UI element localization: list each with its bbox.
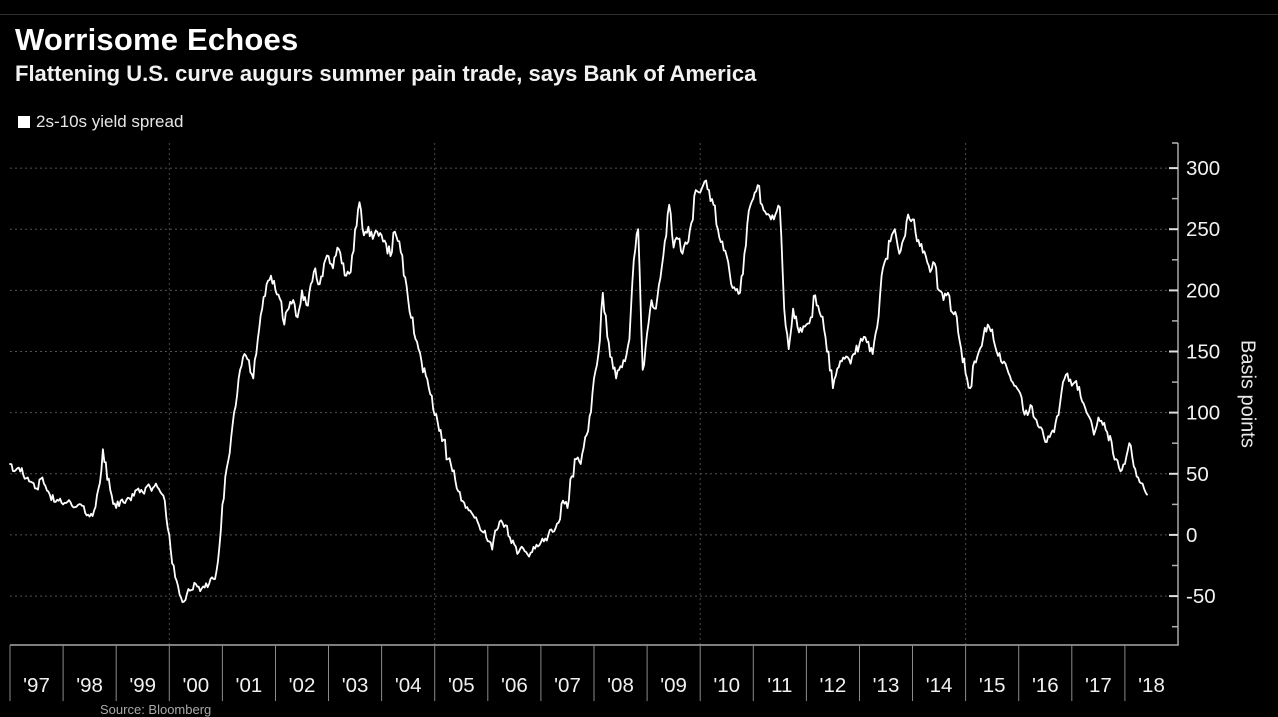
- x-tick-label: '12: [820, 674, 847, 697]
- x-tick-label: '07: [554, 674, 581, 697]
- y-tick-label: 50: [1186, 463, 1209, 486]
- chart-title: Worrisome Echoes: [15, 22, 299, 57]
- x-tick-label: '04: [395, 674, 422, 697]
- x-tick-label: '98: [76, 674, 103, 697]
- x-tick-label: '08: [607, 674, 634, 697]
- x-tick-label: '97: [23, 674, 50, 697]
- x-tick-label: '15: [979, 674, 1006, 697]
- legend: 2s-10s yield spread: [18, 112, 183, 132]
- spread-line: [9, 179, 1148, 604]
- x-tick-label: '06: [501, 674, 528, 697]
- x-tick-label: '03: [342, 674, 369, 697]
- x-tick-label: '99: [129, 674, 156, 697]
- x-tick-label: '18: [1138, 674, 1165, 697]
- y-tick-label: 250: [1186, 218, 1220, 241]
- x-tick-label: '16: [1032, 674, 1059, 697]
- y-axis-title: Basis points: [1236, 340, 1259, 448]
- x-tick-label: '01: [236, 674, 263, 697]
- x-tick-label: '13: [873, 674, 900, 697]
- y-tick-label: 150: [1186, 341, 1220, 364]
- x-tick-label: '00: [182, 674, 209, 697]
- x-tick-label: '05: [448, 674, 475, 697]
- y-tick-label: 100: [1186, 402, 1220, 425]
- x-tick-label: '02: [289, 674, 316, 697]
- legend-square-marker: [18, 116, 30, 128]
- y-tick-label: -50: [1186, 585, 1216, 608]
- x-tick-label: '14: [926, 674, 953, 697]
- chart-subtitle: Flattening U.S. curve augurs summer pain…: [15, 61, 757, 86]
- legend-label: 2s-10s yield spread: [36, 112, 184, 131]
- x-tick-label: '11: [767, 674, 792, 697]
- x-tick-label: '09: [660, 674, 687, 697]
- y-tick-label: 0: [1186, 524, 1197, 547]
- y-tick-label: 300: [1186, 157, 1220, 180]
- x-tick-label: '17: [1085, 674, 1112, 697]
- source-attribution-cropped: Source: Bloomberg: [100, 702, 212, 717]
- top-rule: [0, 14, 1278, 15]
- y-tick-label: 200: [1186, 279, 1220, 302]
- x-tick-label: '10: [713, 674, 740, 697]
